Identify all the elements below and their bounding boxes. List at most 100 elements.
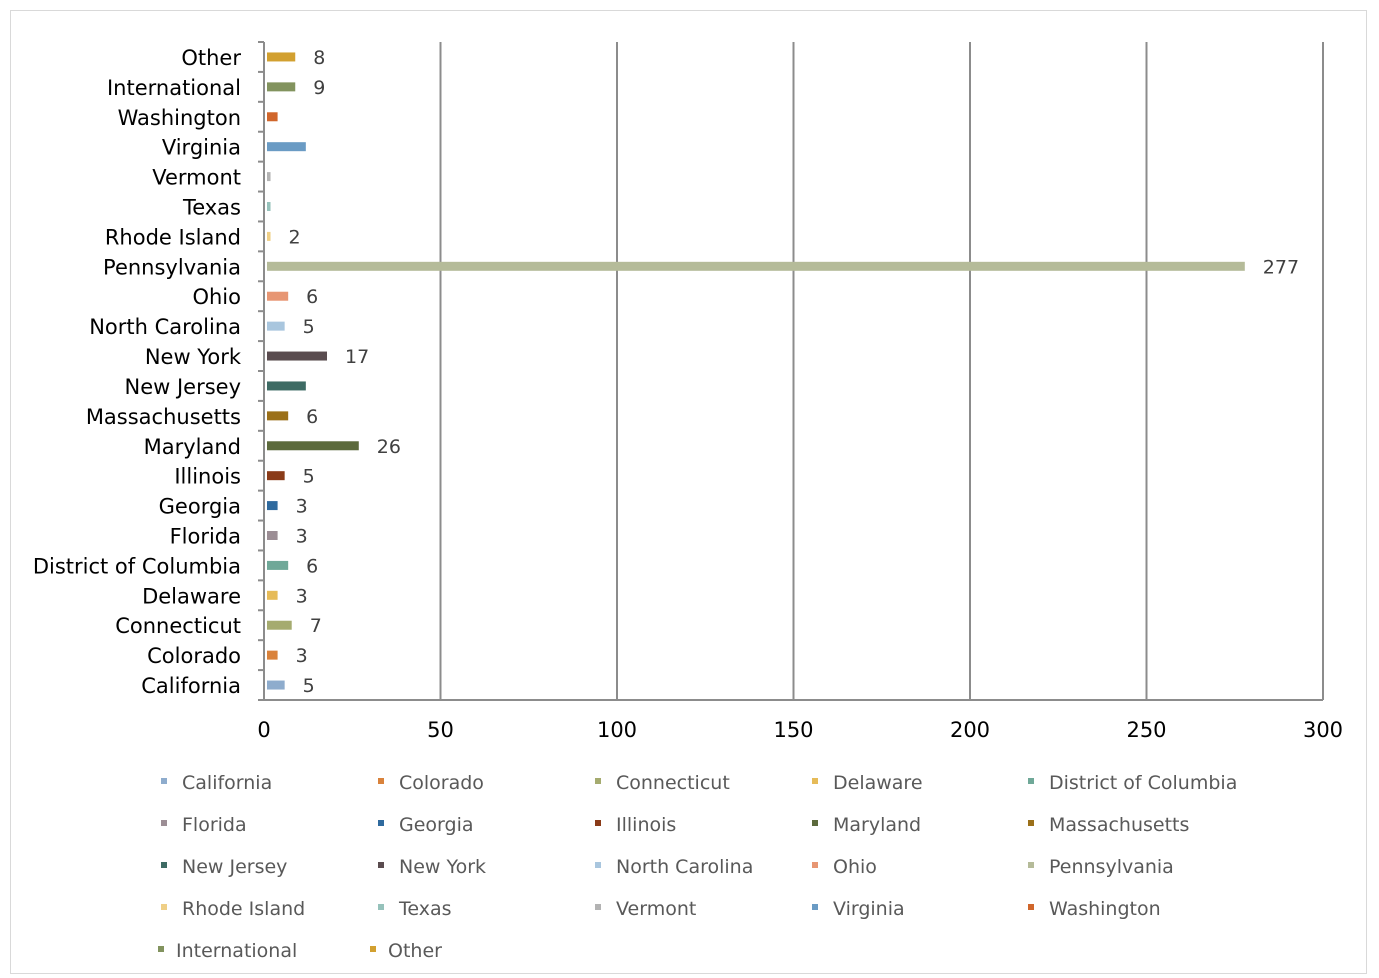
legend-label: Colorado bbox=[399, 772, 484, 794]
legend-item-new-jersey: New Jersey bbox=[161, 856, 287, 878]
legend-label: North Carolina bbox=[616, 856, 753, 878]
data-label-other: 8 bbox=[313, 47, 325, 69]
data-label-district-of-columbia: 6 bbox=[306, 555, 318, 577]
data-label-rhode-island: 2 bbox=[289, 226, 301, 248]
category-label-district-of-columbia: District of Columbia bbox=[33, 554, 241, 578]
legend-swatch bbox=[370, 946, 376, 952]
legend-item-ohio: Ohio bbox=[812, 856, 877, 878]
category-label-maryland: Maryland bbox=[144, 435, 241, 459]
legend-label: California bbox=[182, 772, 272, 794]
legend-item-north-carolina: North Carolina bbox=[595, 856, 753, 878]
legend-swatch bbox=[378, 862, 384, 868]
legend-item-virginia: Virginia bbox=[812, 898, 905, 920]
bar-ohio bbox=[267, 291, 289, 301]
data-label-connecticut: 7 bbox=[310, 615, 322, 637]
category-label-connecticut: Connecticut bbox=[115, 614, 241, 638]
data-label-massachusetts: 6 bbox=[306, 406, 318, 428]
bar-rhode-island bbox=[267, 231, 271, 241]
legend: California Colorado Connecticut Delaware Dis… bbox=[158, 772, 1237, 962]
legend-item-international: International bbox=[158, 940, 297, 962]
legend-item-other: Other bbox=[370, 940, 442, 962]
bar-texas bbox=[267, 202, 271, 211]
x-tick-label: 150 bbox=[773, 718, 813, 742]
legend-label: Virginia bbox=[833, 898, 905, 920]
category-label-other: Other bbox=[181, 46, 241, 70]
legend-swatch bbox=[812, 862, 818, 868]
category-label-delaware: Delaware bbox=[142, 584, 241, 608]
category-label-ohio: Ohio bbox=[192, 285, 241, 309]
legend-item-florida: Florida bbox=[161, 814, 247, 836]
legend-swatch bbox=[378, 904, 384, 910]
bar-vermont bbox=[267, 172, 271, 182]
legend-item-massachusetts: Massachusetts bbox=[1028, 814, 1189, 836]
data-label-florida: 3 bbox=[296, 526, 308, 548]
legend-swatch bbox=[595, 820, 601, 826]
legend-swatch bbox=[1028, 904, 1034, 910]
legend-swatch bbox=[1028, 862, 1034, 868]
bar-north-carolina bbox=[267, 321, 285, 331]
category-label-international: International bbox=[107, 76, 241, 100]
bar-illinois bbox=[267, 471, 285, 481]
legend-label: Illinois bbox=[616, 814, 676, 836]
data-label-north-carolina: 5 bbox=[303, 316, 315, 338]
legend-swatch bbox=[595, 778, 601, 784]
legend-item-vermont: Vermont bbox=[595, 898, 696, 920]
data-label-maryland: 26 bbox=[377, 436, 401, 458]
category-label-georgia: Georgia bbox=[159, 495, 241, 519]
bar-maryland bbox=[267, 441, 359, 451]
legend-item-pennsylvania: Pennsylvania bbox=[1028, 856, 1174, 878]
category-label-new-york: New York bbox=[145, 345, 242, 369]
data-label-california: 5 bbox=[303, 675, 315, 697]
x-tick-label: 0 bbox=[257, 718, 270, 742]
bar-new-york bbox=[267, 351, 328, 361]
bar-pennsylvania bbox=[267, 261, 1245, 271]
legend-swatch bbox=[378, 778, 384, 784]
category-label-north-carolina: North Carolina bbox=[89, 315, 241, 339]
bar-other bbox=[267, 52, 296, 62]
data-label-colorado: 3 bbox=[296, 645, 308, 667]
data-label-ohio: 6 bbox=[306, 286, 318, 308]
data-label-delaware: 3 bbox=[296, 585, 308, 607]
legend-item-colorado: Colorado bbox=[378, 772, 484, 794]
bar-california bbox=[267, 680, 285, 690]
bar-florida bbox=[267, 531, 278, 540]
legend-label: Washington bbox=[1049, 898, 1161, 920]
legend-label: Connecticut bbox=[616, 772, 730, 794]
data-label-illinois: 5 bbox=[303, 466, 315, 488]
legend-label: Pennsylvania bbox=[1049, 856, 1174, 878]
legend-label: Georgia bbox=[399, 814, 474, 836]
legend-swatch bbox=[812, 904, 818, 910]
category-label-new-jersey: New Jersey bbox=[124, 375, 241, 399]
legend-item-georgia: Georgia bbox=[378, 814, 474, 836]
bar-massachusetts bbox=[267, 411, 289, 421]
legend-label: Massachusetts bbox=[1049, 814, 1189, 836]
legend-swatch bbox=[161, 862, 167, 868]
legend-item-district-of-columbia: District of Columbia bbox=[1028, 772, 1237, 794]
bar-district-of-columbia bbox=[267, 560, 289, 570]
legend-swatch bbox=[161, 778, 167, 784]
category-label-texas: Texas bbox=[182, 196, 241, 220]
legend-swatch bbox=[595, 904, 601, 910]
legend-item-texas: Texas bbox=[378, 898, 452, 920]
legend-label: District of Columbia bbox=[1049, 772, 1237, 794]
bar-washington bbox=[267, 112, 278, 122]
category-label-vermont: Vermont bbox=[152, 166, 241, 190]
legend-item-delaware: Delaware bbox=[812, 772, 923, 794]
legend-swatch bbox=[161, 904, 167, 910]
x-tick-label: 250 bbox=[1126, 718, 1166, 742]
bar-colorado bbox=[267, 650, 278, 660]
legend-label: Delaware bbox=[833, 772, 923, 794]
data-label-new-york: 17 bbox=[345, 346, 369, 368]
legend-item-illinois: Illinois bbox=[595, 814, 676, 836]
legend-swatch bbox=[161, 820, 167, 826]
legend-label: Rhode Island bbox=[182, 898, 305, 920]
legend-label: Vermont bbox=[616, 898, 696, 920]
legend-item-new-york: New York bbox=[378, 856, 486, 878]
category-label-colorado: Colorado bbox=[147, 644, 241, 668]
legend-swatch bbox=[812, 778, 818, 784]
category-label-pennsylvania: Pennsylvania bbox=[103, 255, 241, 279]
bar-new-jersey bbox=[267, 381, 306, 391]
legend-swatch bbox=[1028, 820, 1034, 826]
data-label-georgia: 3 bbox=[296, 496, 308, 518]
